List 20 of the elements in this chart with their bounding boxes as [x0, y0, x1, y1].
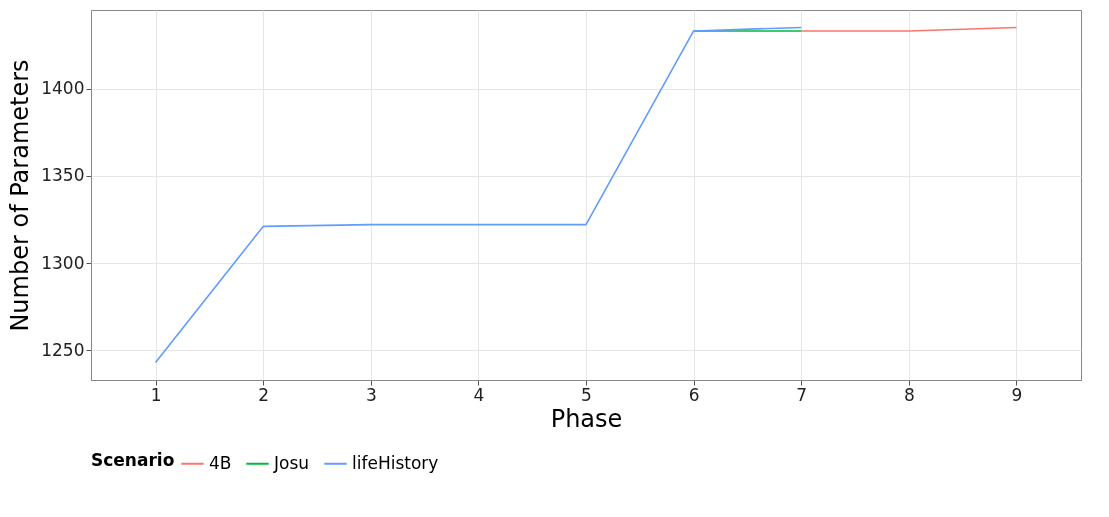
- y-axis-title: Number of Parameters: [6, 59, 35, 332]
- x-tick-label: 1: [150, 384, 162, 405]
- y-tick-label: 1350: [41, 165, 85, 186]
- legend-label: 4B: [209, 452, 232, 473]
- x-tick-label: 2: [258, 384, 270, 405]
- x-tick-label: 7: [796, 384, 808, 405]
- line-series: [154, 26, 803, 364]
- legend-label: Josu: [273, 452, 310, 473]
- x-axis-title: Phase: [550, 404, 623, 433]
- legend-title: Scenario: [91, 450, 175, 470]
- x-tick-label: 3: [365, 384, 377, 405]
- y-tick-label: 1250: [41, 339, 85, 360]
- x-tick-label: 9: [1011, 384, 1023, 405]
- y-tick-label: 1300: [41, 252, 85, 273]
- y-tick-label: 1400: [41, 78, 85, 99]
- x-tick-label: 8: [903, 384, 915, 405]
- x-tick-label: 6: [688, 384, 700, 405]
- x-tick-label: 5: [581, 384, 592, 405]
- legend-label: lifeHistory: [352, 452, 439, 473]
- x-tick-label: 4: [473, 384, 485, 405]
